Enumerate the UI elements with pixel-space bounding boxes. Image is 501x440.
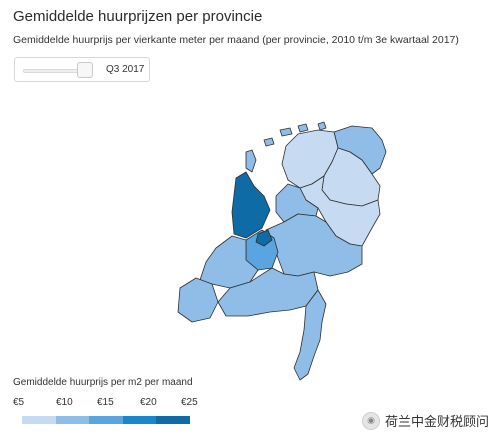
slider-handle[interactable] [77, 62, 93, 78]
wadden-island [245, 149, 257, 173]
chart-title: Gemiddelde huurprijzen per provincie [13, 8, 263, 25]
slider-period-label: Q3 2017 [106, 64, 145, 75]
legend-swatch [122, 416, 157, 424]
legend-tick: €5 [13, 397, 25, 408]
watermark-text: 荷兰中金财税顾问 [385, 414, 490, 429]
province-noord-brabant[interactable] [217, 267, 319, 317]
legend-color-scale [22, 416, 190, 424]
legend-swatch [55, 416, 90, 424]
province-overijssel[interactable] [299, 175, 381, 247]
province-noord-holland[interactable] [231, 171, 271, 239]
watermark: ◉ 荷兰中金财税顾问 [362, 411, 489, 430]
wechat-icon: ◉ [362, 411, 380, 430]
legend-swatch [89, 416, 123, 424]
legend-title: Gemiddelde huurprijs per m2 per maand [13, 377, 193, 388]
province-flevoland[interactable] [275, 183, 319, 223]
legend-tick: €10 [56, 397, 73, 408]
legend-swatch [22, 416, 56, 424]
wadden-island [263, 137, 275, 147]
wadden-island [297, 123, 309, 133]
wadden-island [279, 127, 293, 137]
province-zeeland[interactable] [177, 277, 219, 323]
province-amsterdam[interactable] [255, 229, 273, 247]
legend-tick: €25 [181, 397, 198, 408]
chart-subtitle: Gemiddelde huurprijs per vierkante meter… [13, 34, 459, 46]
period-slider[interactable]: Q3 2017 [14, 57, 150, 82]
province-limburg[interactable] [293, 289, 327, 381]
legend-ticks: €5 €10 €15 €20 €25 [13, 397, 203, 409]
legend-swatch [156, 416, 190, 424]
legend-tick: €15 [97, 397, 114, 408]
wadden-island [317, 121, 327, 131]
province-gelderland[interactable] [265, 213, 363, 277]
legend-tick: €20 [140, 397, 157, 408]
